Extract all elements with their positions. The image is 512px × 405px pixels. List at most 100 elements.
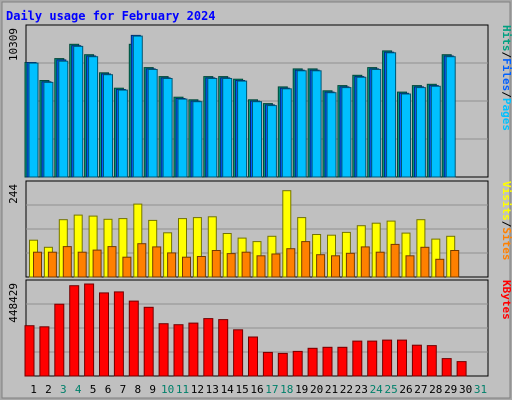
bar-sites-9	[152, 246, 162, 278]
bar-sites-24	[375, 251, 385, 278]
x-tick-label-22: 22	[340, 383, 353, 396]
x-tick-label-31: 31	[474, 383, 487, 396]
x-tick-label-20: 20	[310, 383, 323, 396]
bar-sites-3	[62, 246, 72, 278]
bar-pages-14	[222, 78, 233, 178]
bar-pages-22	[341, 87, 352, 178]
bar-sites-19	[301, 241, 311, 278]
bar-pages-5	[88, 56, 99, 178]
bar-sites-29	[450, 250, 460, 278]
bar-kbytes-21	[322, 346, 333, 377]
bar-kbytes-9	[143, 306, 154, 377]
bar-kbytes-13	[203, 318, 214, 377]
bar-pages-12	[192, 101, 203, 178]
bar-kbytes-1	[24, 325, 35, 377]
x-tick-label-30: 30	[459, 383, 472, 396]
x-tick-label-3: 3	[60, 383, 67, 396]
bar-kbytes-2	[39, 326, 50, 377]
bar-sites-2	[47, 251, 57, 278]
bar-sites-6	[107, 246, 117, 278]
max-label-hits: 10309	[7, 28, 20, 61]
x-tick-label-1: 1	[30, 383, 37, 396]
bar-pages-28	[430, 85, 441, 178]
x-tick-label-6: 6	[105, 383, 112, 396]
bar-sites-1	[33, 251, 42, 278]
bar-pages-17	[266, 105, 277, 178]
bar-pages-20	[311, 70, 322, 178]
bar-sites-8	[137, 243, 147, 278]
bar-pages-25	[386, 52, 397, 178]
bar-kbytes-30	[456, 361, 467, 377]
x-tick-label-15: 15	[235, 383, 248, 396]
x-tick-label-5: 5	[90, 383, 97, 396]
bar-kbytes-29	[441, 358, 452, 377]
x-tick-label-25: 25	[384, 383, 397, 396]
bar-pages-21	[326, 92, 337, 178]
legend-item-hits-1: /	[500, 52, 512, 59]
panel-visits: 244 Visits/Sites	[7, 180, 512, 278]
x-tick-label-11: 11	[176, 383, 189, 396]
bar-pages-27	[415, 87, 426, 178]
bar-sites-11	[182, 256, 191, 278]
bar-kbytes-26	[397, 339, 407, 377]
bar-kbytes-12	[188, 322, 199, 377]
bar-sites-20	[316, 254, 326, 278]
bar-pages-29	[445, 56, 456, 178]
legend-item-hits-0: Hits	[500, 25, 512, 52]
max-label-visits: 244	[7, 184, 20, 204]
bar-sites-27	[420, 246, 430, 278]
x-tick-label-23: 23	[355, 383, 368, 396]
bar-kbytes-7	[113, 291, 124, 377]
bar-kbytes-8	[128, 300, 139, 377]
x-tick-label-24: 24	[370, 383, 384, 396]
bar-sites-12	[196, 256, 206, 278]
x-tick-label-7: 7	[120, 383, 127, 396]
bar-sites-10	[167, 252, 177, 278]
legend-item-hits-2: Files	[500, 58, 512, 91]
legend-item-hits-4: Pages	[500, 98, 512, 131]
bar-sites-23	[360, 246, 370, 278]
bar-kbytes-16	[248, 336, 258, 377]
bar-pages-13	[207, 78, 218, 178]
bar-pages-19	[296, 70, 307, 178]
x-tick-label-8: 8	[134, 383, 141, 396]
x-tick-label-28: 28	[429, 383, 442, 396]
bar-pages-26	[401, 93, 411, 178]
bar-kbytes-24	[367, 340, 378, 377]
bar-kbytes-6	[99, 292, 109, 377]
x-tick-label-13: 13	[206, 383, 219, 396]
x-tick-label-27: 27	[414, 383, 427, 396]
x-tick-label-18: 18	[280, 383, 293, 396]
bar-kbytes-27	[411, 344, 422, 377]
bar-pages-16	[252, 101, 262, 178]
bar-kbytes-23	[352, 340, 363, 377]
bar-kbytes-17	[262, 351, 273, 377]
legend-hits: Hits/Files/Pages	[500, 25, 512, 131]
bar-kbytes-22	[337, 346, 348, 377]
bar-kbytes-15	[233, 329, 244, 377]
bar-pages-24	[371, 69, 382, 178]
x-tick-label-2: 2	[45, 383, 52, 396]
x-tick-label-14: 14	[221, 383, 235, 396]
bar-kbytes-28	[426, 345, 437, 377]
legend-item-visits-0: Visits	[500, 181, 512, 221]
bar-kbytes-10	[158, 323, 169, 377]
x-tick-label-29: 29	[444, 383, 457, 396]
bar-pages-3	[58, 60, 69, 178]
bar-kbytes-18	[277, 352, 288, 377]
bar-pages-7	[117, 89, 128, 178]
bar-kbytes-4	[69, 285, 80, 377]
bar-sites-25	[390, 243, 400, 278]
bar-sites-15	[241, 251, 251, 278]
bar-sites-14	[226, 253, 236, 278]
bar-pages-4	[73, 45, 84, 178]
legend-item-kbytes-0: KBytes	[500, 280, 512, 320]
bar-kbytes-11	[173, 324, 184, 377]
bar-pages-6	[103, 74, 113, 178]
bar-sites-21	[331, 255, 340, 278]
bar-kbytes-25	[382, 339, 393, 377]
bar-kbytes-5	[84, 283, 95, 377]
bar-pages-23	[356, 76, 367, 178]
